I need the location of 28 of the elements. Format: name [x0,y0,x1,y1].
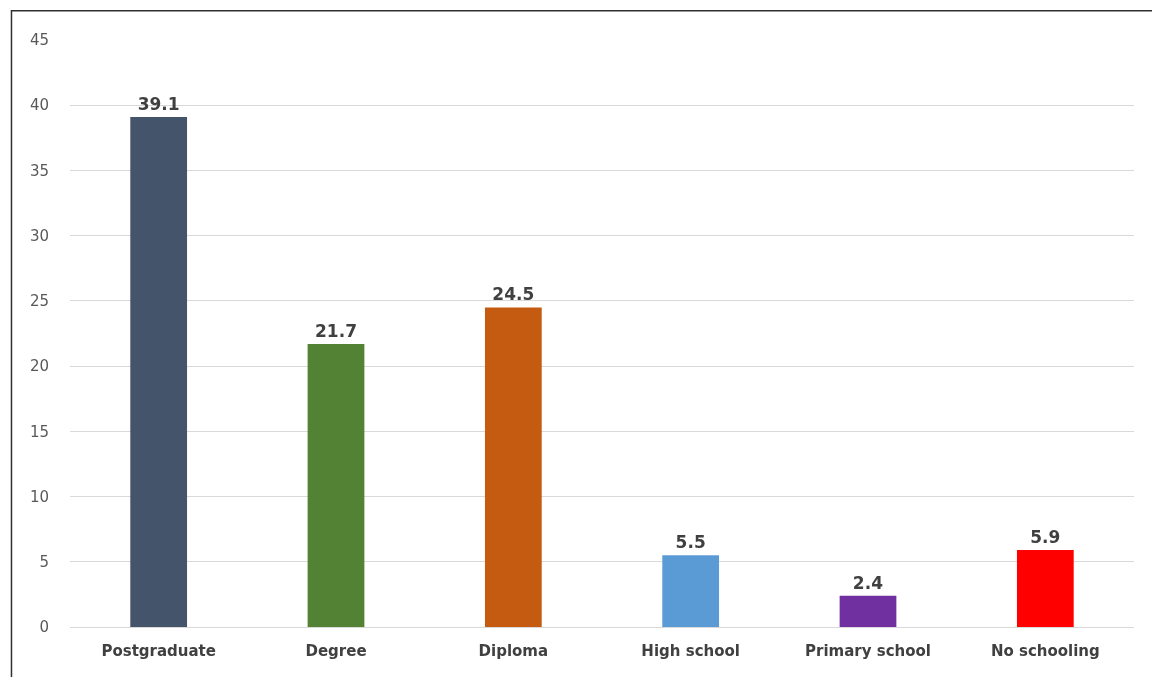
y-tick-label: 0 [39,618,49,637]
data-label: 2.4 [852,572,884,593]
bar [484,307,542,627]
data-label: 21.7 [315,320,357,341]
data-label: 24.5 [492,284,535,305]
x-tick-label: Postgraduate [101,642,216,660]
bar [1016,550,1074,627]
x-tick-label: High school [641,642,740,660]
y-tick-label: 5 [39,553,49,572]
bar [662,555,720,627]
y-tick-label: 40 [29,96,49,115]
x-tick-label: No schooling [990,642,1100,660]
y-tick-label: 10 [29,487,49,506]
x-tick-label: Primary school [805,642,931,660]
y-tick-label: 25 [29,292,49,311]
y-tick-label: 15 [29,422,49,441]
bar [307,343,365,627]
x-tick-label: Degree [305,642,367,660]
y-tick-label: 30 [29,226,49,245]
bar [130,116,188,627]
data-label: 39.1 [137,93,180,114]
bar [839,595,897,627]
y-tick-label: 45 [29,31,49,50]
data-label: 5.9 [1030,527,1061,548]
y-tick-label: 35 [29,161,49,180]
x-tick-label: Diploma [478,642,549,660]
y-tick-label: 20 [29,357,49,376]
data-label: 5.5 [675,532,706,553]
